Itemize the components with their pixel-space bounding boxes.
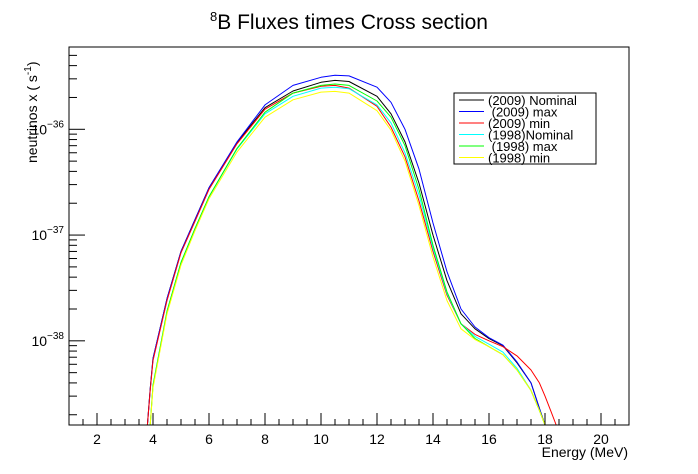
legend: (2009) Nominal (2009) max(2009) min(1998… <box>453 92 597 166</box>
x-axis-label: Energy (MeV) <box>542 444 628 460</box>
series-line-6 <box>149 90 546 425</box>
curves <box>146 74 557 425</box>
y-tick-label: 10−37 <box>31 225 64 243</box>
legend-label: (1998)Nominal <box>488 128 573 143</box>
legend-label: (2009) max <box>488 105 558 120</box>
y-axis-label-end: ) <box>24 61 40 66</box>
legend-label: (1998) max <box>488 139 558 154</box>
y-axis-label-superscript: -1 <box>23 66 34 75</box>
x-tick-label: 4 <box>149 431 157 447</box>
x-tick-label: 16 <box>481 431 497 447</box>
chart-title-superscript: 8 <box>210 9 217 24</box>
series-line-3 <box>146 84 557 425</box>
legend-label: (1998) min <box>488 151 550 166</box>
x-tick-label: 2 <box>93 431 101 447</box>
x-axis: 2 4 6 8 10 12 14 16 18 20 <box>68 413 630 447</box>
x-tick-label: 6 <box>205 431 213 447</box>
x-tick-label: 20 <box>593 431 609 447</box>
y-axis-label: neutrinos x ( s-1) <box>23 61 40 163</box>
series-line-2 <box>146 74 546 425</box>
y-tick-label: 10−36 <box>31 119 64 137</box>
y-axis-label-main: neutrinos x ( s <box>24 75 40 163</box>
legend-label: (2009) min <box>488 116 550 131</box>
chart-title-text: B Fluxes times Cross section <box>217 11 488 34</box>
legend-box <box>453 92 597 165</box>
legend-label: (2009) Nominal <box>488 93 577 108</box>
x-tick-label: 18 <box>537 431 553 447</box>
x-tick-label: 10 <box>313 431 329 447</box>
x-tick-label: 8 <box>261 431 269 447</box>
y-axis: 10−38 10−37 10−36 <box>31 46 85 416</box>
x-tick-label: 14 <box>425 431 441 447</box>
chart-title: 8B Fluxes times Cross section <box>210 9 488 34</box>
x-tick-label: 12 <box>369 431 385 447</box>
y-tick-label: 10−38 <box>31 331 64 349</box>
